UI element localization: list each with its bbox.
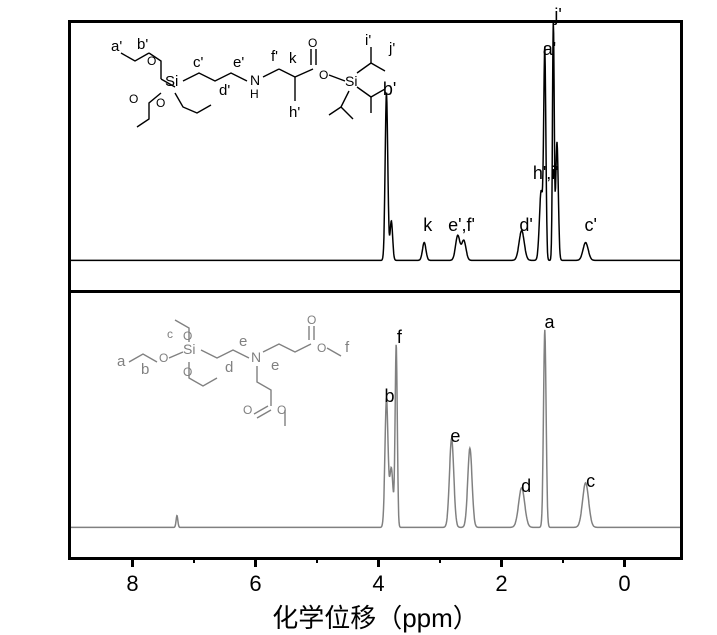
x-axis-ticks <box>71 557 680 569</box>
svg-text:H: H <box>250 87 259 101</box>
svg-text:b: b <box>141 361 149 378</box>
svg-text:N: N <box>250 72 260 88</box>
svg-text:O: O <box>156 96 165 110</box>
peak-label: b' <box>383 79 396 100</box>
svg-text:Si: Si <box>165 73 178 90</box>
svg-text:O: O <box>129 92 138 106</box>
svg-text:O: O <box>183 365 192 379</box>
svg-text:k: k <box>289 50 297 67</box>
svg-text:O: O <box>317 341 326 355</box>
svg-text:Si: Si <box>183 341 195 357</box>
x-axis-title: 化学位移（ppm） <box>272 598 479 635</box>
svg-text:f: f <box>345 339 350 356</box>
peak-label: c <box>586 471 595 492</box>
peak-label: e <box>450 426 460 447</box>
peak-label: d <box>521 476 531 497</box>
svg-text:Si: Si <box>345 73 357 89</box>
x-tick-label: 0 <box>618 571 630 597</box>
x-tick-label: 6 <box>249 571 261 597</box>
svg-text:i': i' <box>365 32 371 49</box>
peak-label: f <box>397 327 402 348</box>
svg-text:e': e' <box>233 54 244 71</box>
svg-text:e: e <box>239 333 247 350</box>
svg-text:a: a <box>117 353 126 370</box>
svg-text:O: O <box>308 36 317 50</box>
peak-label: a <box>544 312 554 333</box>
nmr-chart-frame: Si O O O N H O O <box>68 20 683 560</box>
svg-text:b': b' <box>137 36 148 53</box>
svg-text:j': j' <box>388 40 395 57</box>
svg-text:d: d <box>225 359 233 376</box>
bottom-structure: O Si O c O N O O <box>111 310 401 450</box>
svg-text:N: N <box>251 349 261 365</box>
svg-text:c': c' <box>193 54 204 71</box>
svg-text:O: O <box>307 313 316 327</box>
svg-text:h': h' <box>289 104 300 121</box>
svg-text:O: O <box>319 68 328 82</box>
x-tick-label: 8 <box>126 571 138 597</box>
x-tick-label: 4 <box>372 571 384 597</box>
peak-label: b <box>385 386 395 407</box>
svg-text:e: e <box>271 357 279 374</box>
peak-label: j' <box>554 5 561 26</box>
svg-text:d': d' <box>219 82 230 99</box>
peak-label: a' <box>543 39 556 60</box>
svg-text:O: O <box>183 329 192 343</box>
top-spectrum-panel: Si O O O N H O O <box>71 23 680 290</box>
bottom-spectrum-panel: O Si O c O N O O <box>71 290 680 557</box>
peak-label: c' <box>584 215 596 236</box>
svg-text:f': f' <box>271 48 278 65</box>
x-tick-label: 2 <box>495 571 507 597</box>
peak-label: e',f' <box>448 215 475 236</box>
svg-text:a': a' <box>111 38 122 55</box>
svg-text:c: c <box>167 327 173 341</box>
peak-label: h',i' <box>533 163 559 184</box>
peak-label: k <box>423 215 432 236</box>
peak-label: d' <box>519 215 532 236</box>
svg-text:O: O <box>159 351 168 365</box>
svg-text:O: O <box>243 403 252 417</box>
x-axis-labels: 0 2 4 6 8 <box>71 571 680 595</box>
svg-text:O: O <box>147 54 156 68</box>
